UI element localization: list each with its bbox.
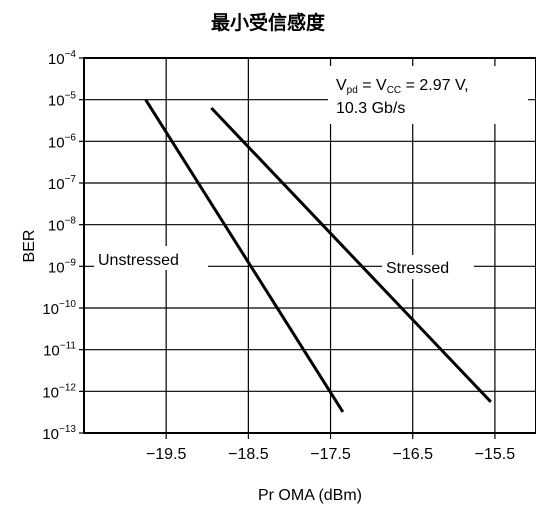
chart-title: 最小受信感度 bbox=[210, 12, 325, 34]
y-tick-label: 10−4 bbox=[48, 49, 77, 68]
series-label-stressed: Stressed bbox=[386, 260, 449, 277]
series-label-unstressed-bg bbox=[94, 246, 208, 270]
y-tick-label: 10−5 bbox=[48, 91, 77, 110]
y-axis-label: BER bbox=[21, 230, 38, 263]
y-tick-label: 10−11 bbox=[43, 341, 76, 360]
series-line-unstressed bbox=[144, 98, 345, 413]
annotation-box bbox=[328, 66, 528, 124]
x-tick-label: −17.5 bbox=[310, 446, 351, 463]
series-line-stressed bbox=[210, 106, 492, 403]
y-tick-label: 10−7 bbox=[48, 174, 77, 193]
x-axis-label: Pr OMA (dBm) bbox=[258, 487, 362, 504]
y-tick-label: 10−12 bbox=[42, 382, 76, 401]
x-tick-label: −18.5 bbox=[228, 446, 269, 463]
x-tick-label: −16.5 bbox=[392, 446, 433, 463]
y-tick-label: 10−6 bbox=[48, 132, 77, 151]
y-tick-label: 10−10 bbox=[42, 299, 76, 318]
y-tick-label: 10−9 bbox=[48, 257, 77, 276]
series-label-stressed-bg bbox=[382, 255, 474, 279]
x-tick-label: −15.5 bbox=[475, 446, 516, 463]
annotation-line-2: 10.3 Gb/s bbox=[336, 100, 405, 117]
y-tick-label: 10−13 bbox=[42, 424, 76, 443]
series-label-unstressed: Unstressed bbox=[98, 252, 179, 269]
plot-frame bbox=[83, 57, 536, 434]
annotation-line-1: Vpd = VCC = 2.97 V, bbox=[336, 77, 469, 96]
x-tick-label: −19.5 bbox=[146, 446, 187, 463]
y-tick-label: 10−8 bbox=[48, 216, 77, 235]
